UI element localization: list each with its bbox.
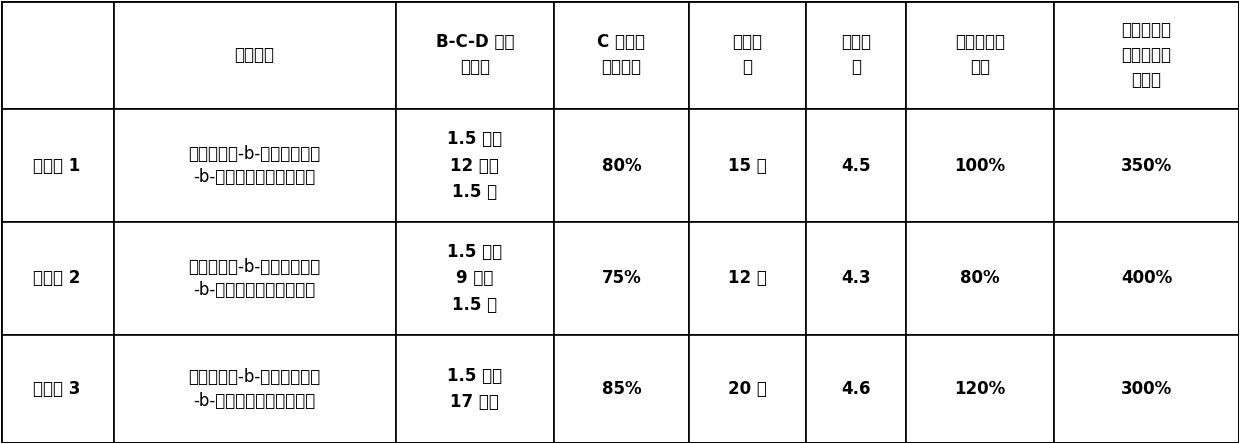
Bar bbox=[554, 335, 688, 443]
Text: 12 万: 12 万 bbox=[728, 270, 766, 287]
Text: 4.6: 4.6 bbox=[841, 380, 870, 398]
Bar bbox=[396, 335, 554, 443]
Text: 4.5: 4.5 bbox=[841, 157, 870, 174]
Text: 实施例 2: 实施例 2 bbox=[33, 270, 81, 287]
Bar bbox=[554, 1, 688, 109]
Text: 总分子
量: 总分子 量 bbox=[733, 33, 763, 76]
Bar bbox=[396, 109, 554, 222]
Bar bbox=[1054, 109, 1239, 222]
Bar bbox=[1, 335, 114, 443]
Text: 聚（苯乙烯-b-丙烯酸正丁酯
-b-苯乙烯）三嵌段共聚物: 聚（苯乙烯-b-丙烯酸正丁酯 -b-苯乙烯）三嵌段共聚物 bbox=[188, 368, 321, 410]
Bar bbox=[806, 335, 906, 443]
Bar bbox=[396, 222, 554, 335]
Text: 300%: 300% bbox=[1121, 380, 1172, 398]
Text: B-C-D 各段
分子量: B-C-D 各段 分子量 bbox=[435, 33, 515, 76]
Text: 85%: 85% bbox=[601, 380, 641, 398]
Text: 80%: 80% bbox=[601, 157, 641, 174]
Text: 80%: 80% bbox=[960, 270, 999, 287]
Text: 120%: 120% bbox=[955, 380, 1006, 398]
Text: 介电常
数: 介电常 数 bbox=[841, 33, 870, 76]
Text: 75%: 75% bbox=[601, 270, 641, 287]
Bar bbox=[554, 109, 688, 222]
Text: 输出力占单
位重量材料
的比率: 输出力占单 位重量材料 的比率 bbox=[1121, 21, 1172, 89]
Bar bbox=[806, 109, 906, 222]
Bar bbox=[1, 1, 114, 109]
Bar bbox=[1, 109, 114, 222]
Text: 聚（苯乙烯-b-丙烯酸正丁酯
-b-苯乙烯）三嵌段共聚物: 聚（苯乙烯-b-丙烯酸正丁酯 -b-苯乙烯）三嵌段共聚物 bbox=[188, 145, 321, 186]
Text: 100%: 100% bbox=[955, 157, 1006, 174]
Bar bbox=[906, 109, 1054, 222]
Text: C 链段重
量百分数: C 链段重 量百分数 bbox=[598, 33, 645, 76]
Bar bbox=[688, 335, 806, 443]
Text: 1.5 万；
17 万；: 1.5 万； 17 万； bbox=[448, 367, 502, 411]
Text: 400%: 400% bbox=[1121, 270, 1172, 287]
Bar bbox=[906, 335, 1054, 443]
Text: 1.5 万；
12 万；
1.5 万: 1.5 万； 12 万； 1.5 万 bbox=[448, 130, 502, 201]
Bar bbox=[114, 1, 396, 109]
Bar bbox=[1, 222, 114, 335]
Text: 实施例 3: 实施例 3 bbox=[33, 380, 81, 398]
Text: 面积最大形
变量: 面积最大形 变量 bbox=[955, 33, 1004, 76]
Bar bbox=[806, 1, 906, 109]
Text: 350%: 350% bbox=[1121, 157, 1172, 174]
Text: 4.3: 4.3 bbox=[841, 270, 870, 287]
Text: 聚（苯乙烯-b-丙烯酸正丁酯
-b-苯乙烯）三嵌段共聚物: 聚（苯乙烯-b-丙烯酸正丁酯 -b-苯乙烯）三嵌段共聚物 bbox=[188, 258, 321, 299]
Bar bbox=[114, 335, 396, 443]
Bar bbox=[554, 222, 688, 335]
Bar bbox=[1054, 222, 1239, 335]
Text: 实施例 1: 实施例 1 bbox=[33, 157, 81, 174]
Text: 15 万: 15 万 bbox=[728, 157, 766, 174]
Bar bbox=[1054, 1, 1239, 109]
Bar bbox=[688, 109, 806, 222]
Bar bbox=[114, 222, 396, 335]
Text: 1.5 万；
9 万；
1.5 万: 1.5 万； 9 万； 1.5 万 bbox=[448, 243, 502, 314]
Bar bbox=[114, 109, 396, 222]
Bar bbox=[906, 222, 1054, 335]
Text: 化学名称: 化学名称 bbox=[234, 46, 274, 64]
Bar bbox=[906, 1, 1054, 109]
Bar bbox=[396, 1, 554, 109]
Bar bbox=[688, 222, 806, 335]
Bar bbox=[806, 222, 906, 335]
Bar bbox=[1054, 335, 1239, 443]
Text: 20 万: 20 万 bbox=[728, 380, 766, 398]
Bar bbox=[688, 1, 806, 109]
